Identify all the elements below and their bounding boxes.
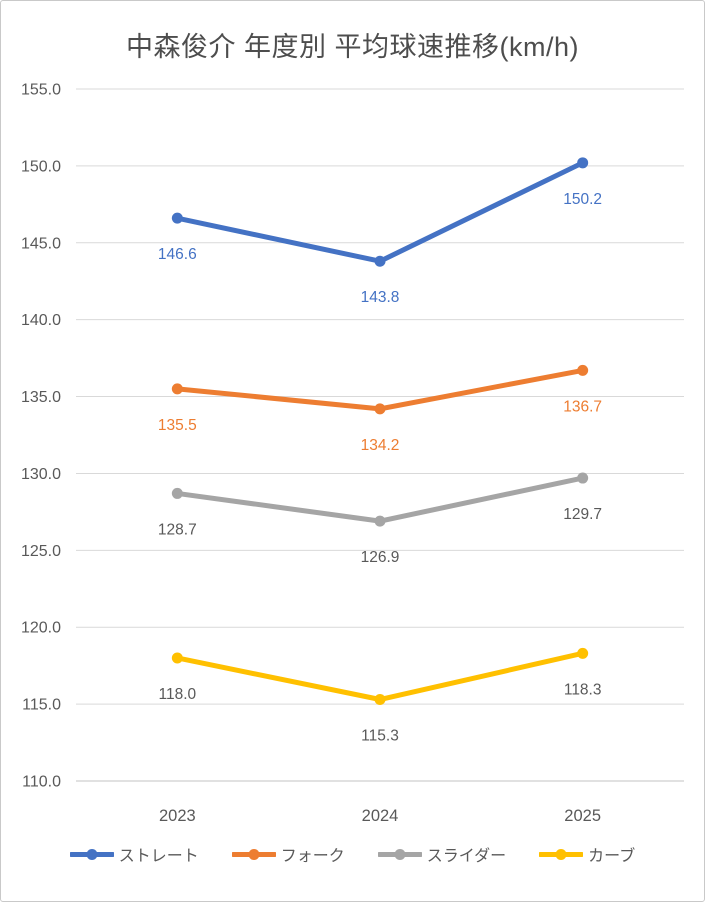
legend-label: スライダー bbox=[426, 848, 507, 865]
data-point bbox=[374, 515, 386, 527]
data-point-label: 118.0 bbox=[159, 686, 197, 703]
line-chart-plot: 155.0 150.0 145.0 140.0 135.0 130.0 125.0 120.0… bbox=[21, 82, 684, 825]
data-point bbox=[171, 212, 183, 224]
data-point-label: 134.2 bbox=[361, 437, 400, 454]
y-tick-label: 110.0 bbox=[22, 774, 61, 791]
chart-title: 中森俊介 年度別 平均球速推移(km/h) bbox=[126, 32, 579, 62]
data-point-label: 118.3 bbox=[564, 681, 602, 698]
series-line-1 bbox=[174, 367, 586, 412]
data-point-label: 146.6 bbox=[158, 246, 197, 263]
series-line-0 bbox=[174, 160, 586, 264]
legend-item-3: カーブ bbox=[539, 842, 635, 866]
data-point bbox=[374, 255, 386, 267]
data-point bbox=[374, 403, 386, 415]
data-point bbox=[577, 364, 589, 376]
legend-line-marker-icon bbox=[377, 848, 422, 860]
chart-legend: ストレート フォーク スライダー カーブ bbox=[1, 842, 704, 866]
y-tick-label: 155.0 bbox=[21, 82, 61, 99]
data-point bbox=[374, 693, 386, 705]
data-point bbox=[577, 647, 589, 659]
y-tick-label: 145.0 bbox=[21, 235, 61, 252]
data-point-label: 135.5 bbox=[158, 417, 197, 434]
series-line-2 bbox=[174, 475, 586, 524]
data-point-label: 136.7 bbox=[563, 398, 602, 415]
data-point bbox=[171, 383, 183, 395]
y-tick-label: 130.0 bbox=[21, 466, 61, 483]
x-tick-label: 2024 bbox=[362, 807, 399, 825]
legend-item-2: スライダー bbox=[377, 842, 507, 866]
y-tick-label: 140.0 bbox=[21, 312, 61, 329]
series-line-3 bbox=[174, 650, 586, 702]
y-tick-label: 120.0 bbox=[21, 620, 61, 637]
x-tick-label: 2025 bbox=[564, 807, 601, 825]
data-point-label: 128.7 bbox=[158, 521, 197, 538]
data-point-label: 126.9 bbox=[361, 549, 400, 566]
data-point bbox=[577, 472, 589, 484]
legend-line-marker-icon bbox=[231, 848, 276, 860]
y-tick-label: 125.0 bbox=[21, 543, 61, 560]
data-point bbox=[171, 652, 183, 664]
data-point-label: 143.8 bbox=[361, 289, 400, 306]
legend-item-1: フォーク bbox=[231, 842, 345, 866]
legend-line-marker-icon bbox=[69, 848, 114, 860]
legend-label: ストレート bbox=[118, 848, 199, 865]
y-tick-label: 115.0 bbox=[22, 697, 61, 714]
data-point-label: 150.2 bbox=[563, 191, 602, 208]
y-tick-label: 150.0 bbox=[21, 158, 61, 175]
data-point bbox=[171, 487, 183, 499]
legend-label: カーブ bbox=[588, 848, 636, 865]
legend-label: フォーク bbox=[280, 848, 345, 865]
legend-line-marker-icon bbox=[539, 848, 584, 860]
legend-item-0: ストレート bbox=[69, 842, 199, 866]
x-tick-label: 2023 bbox=[159, 807, 196, 825]
y-tick-label: 135.0 bbox=[21, 389, 61, 406]
data-point-label: 115.3 bbox=[361, 727, 399, 744]
data-point-label: 129.7 bbox=[563, 506, 602, 523]
data-point bbox=[577, 157, 589, 169]
